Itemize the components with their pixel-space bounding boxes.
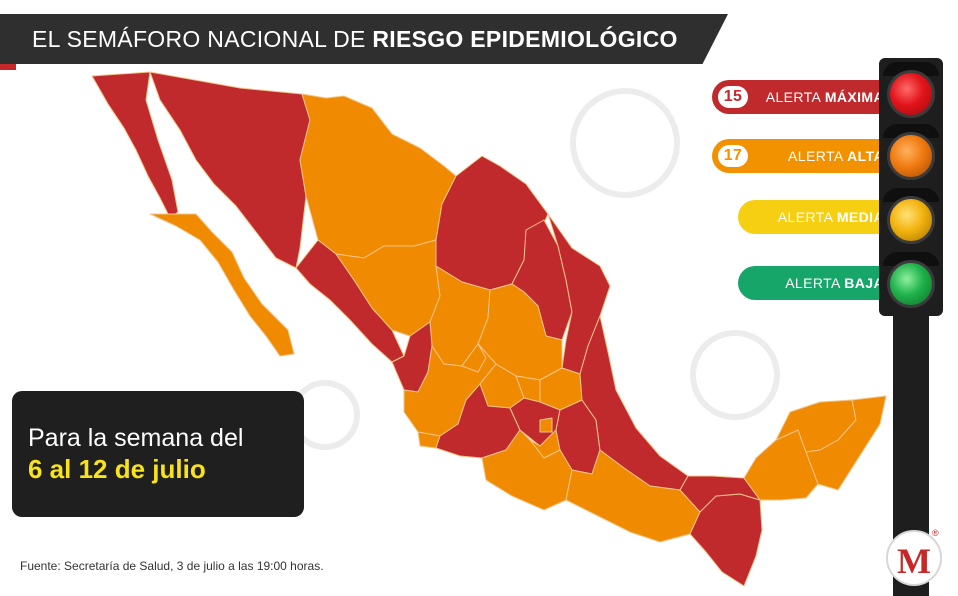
region-quintana-roo	[805, 395, 887, 491]
week-intro: Para la semana del	[28, 424, 244, 452]
legend-label-prefix: ALERTA	[777, 209, 837, 225]
legend-label-baja: BAJA	[844, 275, 884, 291]
legend-alerta-alta: 17 ALERTA ALTA	[712, 139, 898, 173]
source-note: Fuente: Secretaría de Salud, 3 de julio …	[20, 559, 324, 573]
virus-decoration	[690, 330, 780, 420]
lamp-hood	[883, 124, 939, 138]
legend-label-prefix: ALERTA	[765, 89, 825, 105]
title-accent-bar	[0, 64, 16, 70]
virus-decoration	[570, 88, 680, 198]
legend-count-maxima: 15	[718, 86, 748, 108]
logo-letter: M	[897, 541, 931, 581]
legend-alerta-baja: ALERTA BAJA	[738, 266, 898, 300]
legend-count-alta: 17	[718, 145, 748, 167]
region-aguascalientes	[461, 343, 487, 373]
legend-label-maxima: MÁXIMA	[824, 89, 884, 105]
traffic-light-icon	[879, 58, 943, 316]
legend-label-alta: ALTA	[847, 148, 884, 164]
title-bold: RIESGO EPIDEMIOLÓGICO	[372, 26, 678, 52]
registered-mark: ®	[932, 528, 939, 538]
yellow-lamp-icon	[887, 196, 935, 244]
lamp-hood	[883, 252, 939, 266]
region-ciudad-de-mexico	[539, 417, 553, 433]
region-chihuahua	[299, 93, 457, 259]
milenio-logo: M	[886, 530, 942, 586]
legend-alerta-media: ALERTA MEDIA	[738, 200, 898, 234]
lamp-hood	[883, 62, 939, 76]
region-baja-california-sur	[149, 213, 295, 357]
region-guerrero	[481, 429, 573, 511]
lamp-hood	[883, 188, 939, 202]
legend-label-media: MEDIA	[836, 209, 884, 225]
title-prefix: EL SEMÁFORO NACIONAL DE	[32, 26, 373, 52]
orange-lamp-icon	[887, 132, 935, 180]
week-dates: 6 al 12 de julio	[28, 454, 206, 484]
red-lamp-icon	[887, 70, 935, 118]
green-lamp-icon	[887, 260, 935, 308]
region-sonora	[149, 71, 311, 269]
title-banner	[0, 14, 728, 64]
legend-label-prefix: ALERTA	[788, 148, 848, 164]
page-title: EL SEMÁFORO NACIONAL DE RIESGO EPIDEMIOL…	[32, 26, 678, 53]
legend-alerta-maxima: 15 ALERTA MÁXIMA	[712, 80, 898, 114]
legend-label-prefix: ALERTA	[785, 275, 845, 291]
week-panel: Para la semana del 6 al 12 de julio	[12, 391, 304, 517]
